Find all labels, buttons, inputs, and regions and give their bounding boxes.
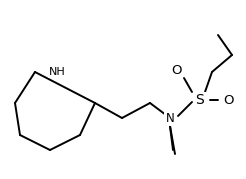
- Text: NH: NH: [49, 67, 65, 77]
- Text: N: N: [166, 112, 174, 125]
- Text: S: S: [196, 93, 204, 107]
- Text: O: O: [223, 93, 233, 107]
- Text: O: O: [171, 64, 181, 76]
